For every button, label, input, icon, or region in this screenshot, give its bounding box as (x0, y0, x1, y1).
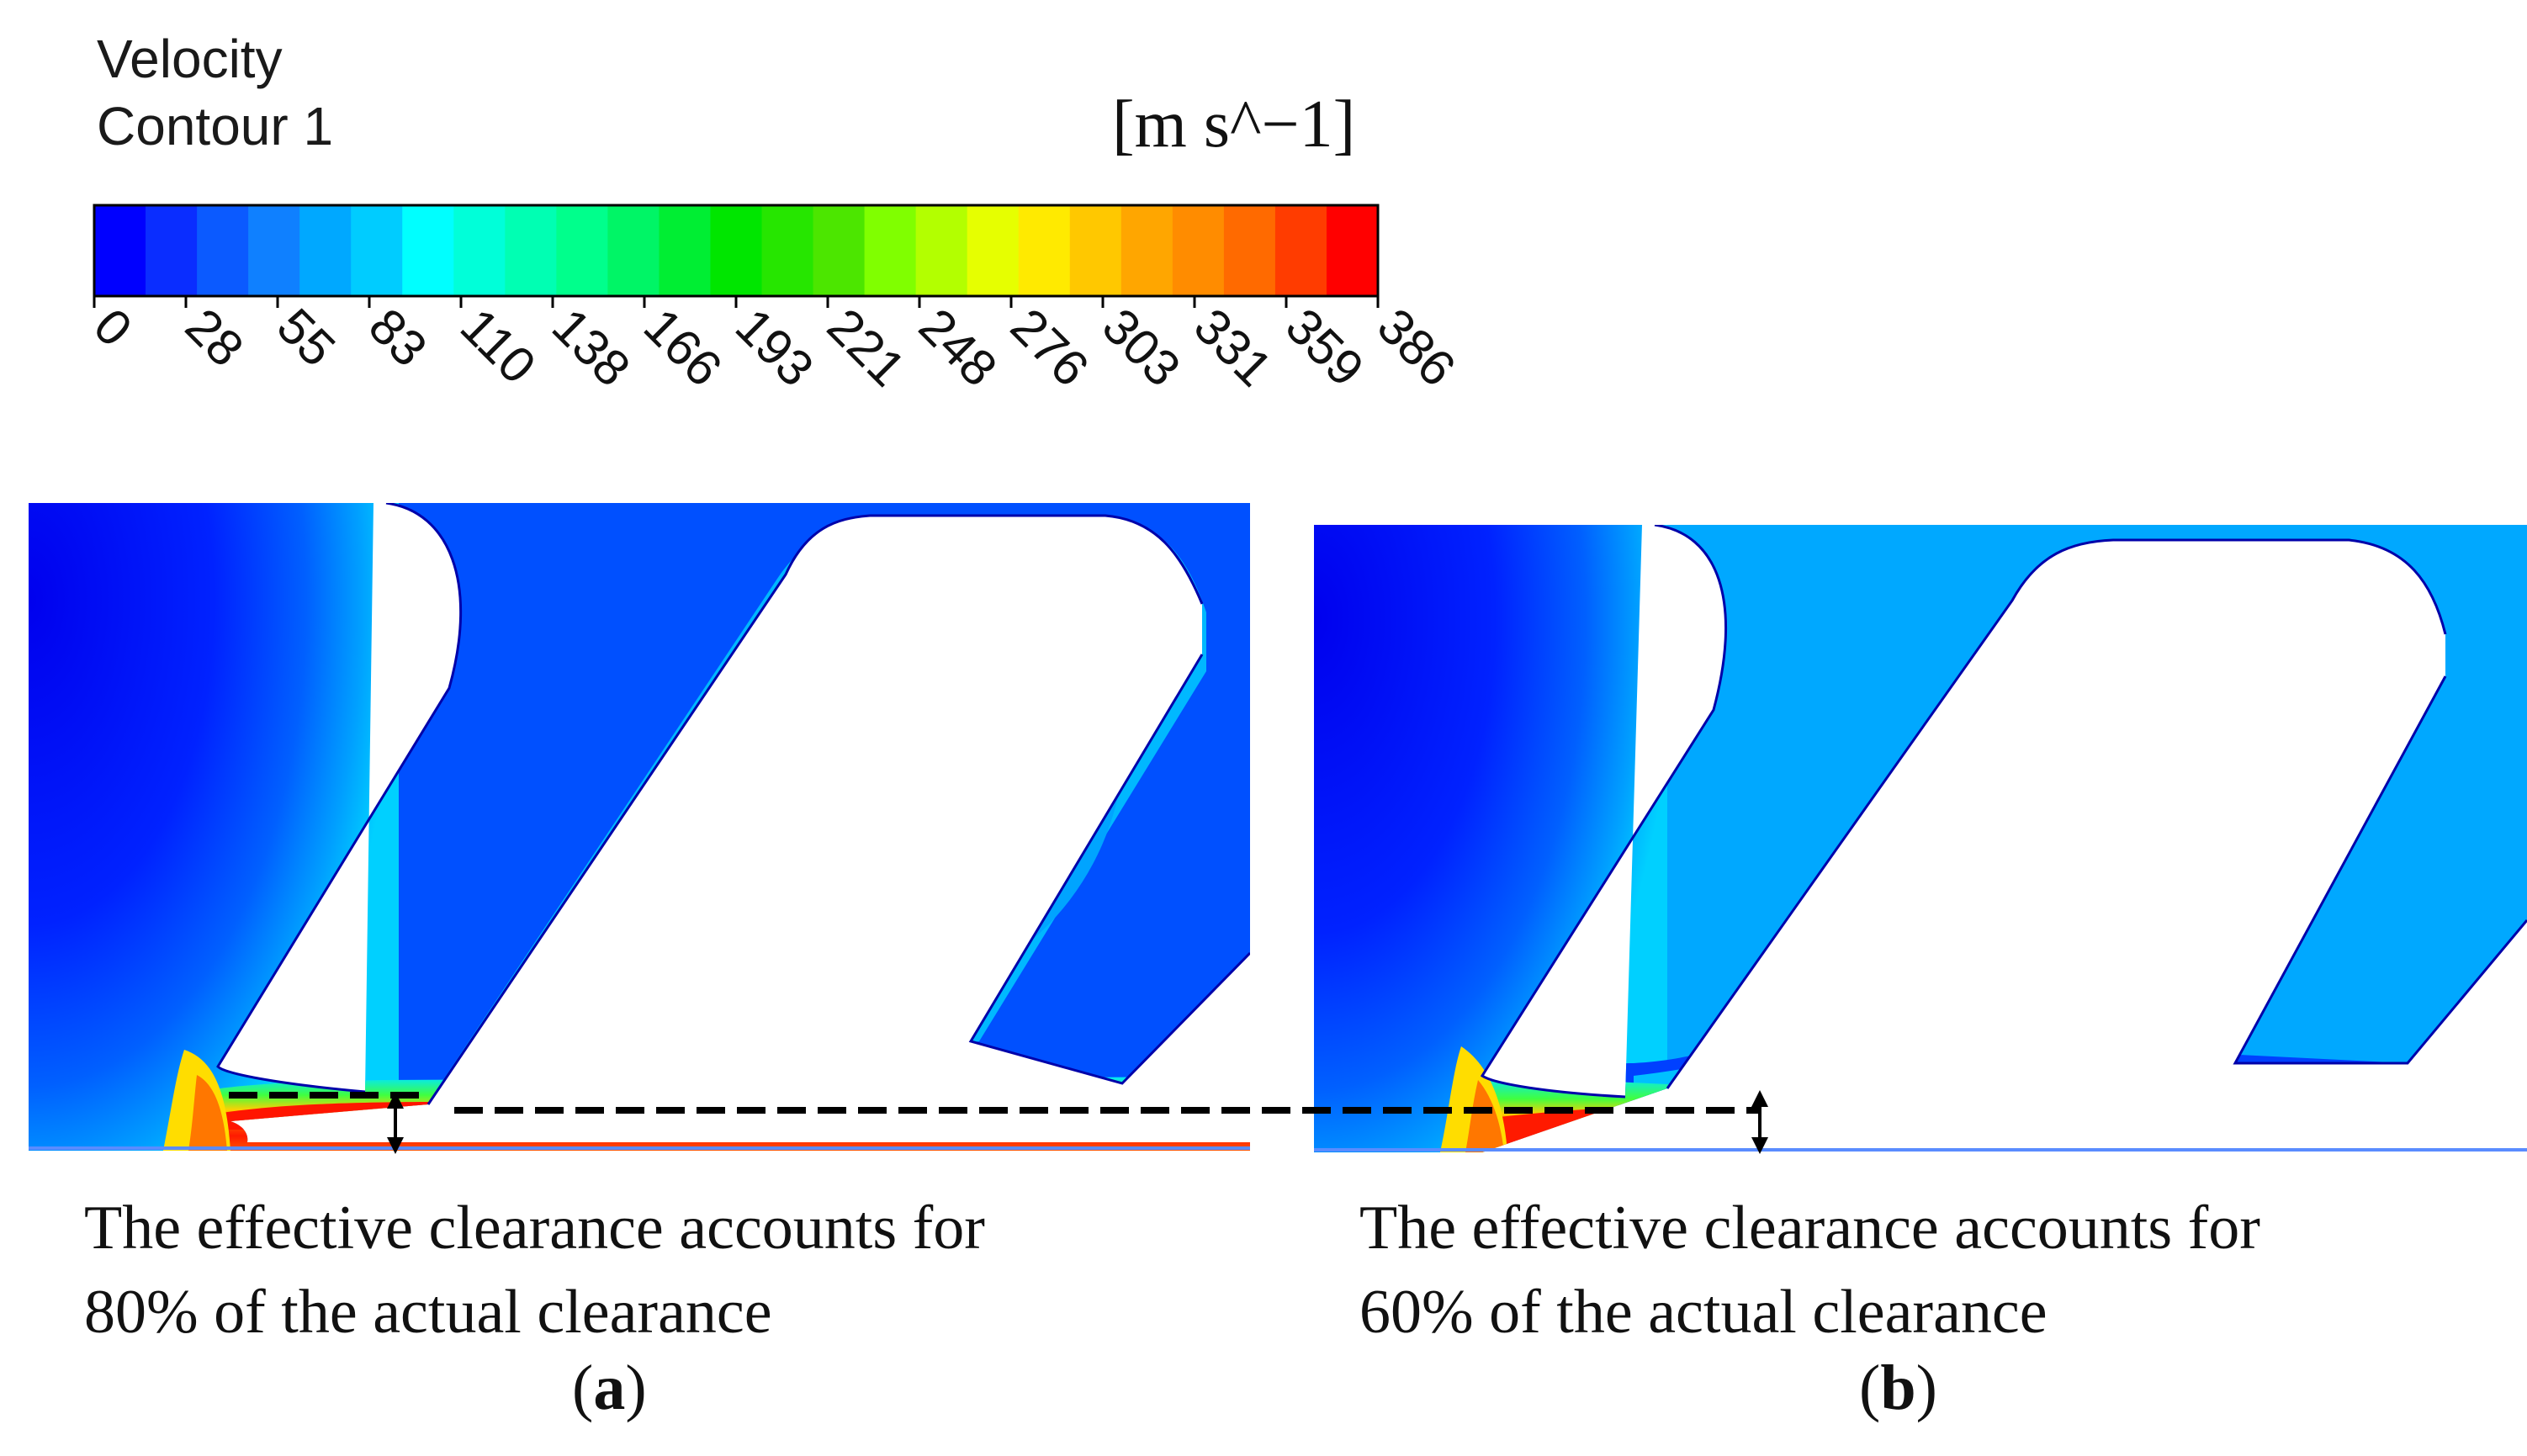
legend-variable: Velocity (97, 29, 283, 89)
colorbar-band (146, 205, 198, 296)
colorbar-band (607, 205, 660, 296)
caption-a-line1: The effective clearance accounts for (84, 1194, 985, 1263)
colorbar-band (556, 205, 608, 296)
colorbar-band (505, 205, 557, 296)
caption-a-line2: 80% of the actual clearance (84, 1278, 772, 1347)
colorbar-band (659, 205, 712, 296)
colorbar-ticks (93, 296, 1380, 308)
colorbar-band (197, 205, 249, 296)
legend-units: [m s^−1] (1112, 87, 1356, 161)
colorbar-band (402, 205, 454, 296)
legend-name: Contour 1 (97, 96, 334, 156)
colorbar-band (351, 205, 403, 296)
colorbar-band (1274, 205, 1327, 296)
panel-label-b: (b) (1859, 1353, 1937, 1423)
panel-label-a: (a) (572, 1353, 647, 1423)
colorbar-band (299, 205, 352, 296)
colorbar-band (1120, 205, 1173, 296)
colorbar-band (248, 205, 300, 296)
colorbar-band (94, 205, 146, 296)
colorbar-band (453, 205, 506, 296)
colorbar-band (710, 205, 763, 296)
colorbar-band (1172, 205, 1225, 296)
colorbar-band (967, 205, 1020, 296)
caption-b-line1: The effective clearance accounts for (1359, 1194, 2260, 1263)
colorbar-band (1223, 205, 1276, 296)
colorbar-band (864, 205, 917, 296)
contour-panel-b (1314, 525, 2527, 1152)
colorbar-band (1069, 205, 1122, 296)
colorbar-band (1018, 205, 1071, 296)
colorbar-band (761, 205, 814, 296)
colorbar-bands (94, 205, 1379, 296)
colorbar-band (1326, 205, 1379, 296)
colorbar-band (915, 205, 968, 296)
contour-panel-a (29, 503, 1250, 1151)
caption-b-line2: 60% of the actual clearance (1359, 1278, 2048, 1347)
colorbar-band (813, 205, 866, 296)
